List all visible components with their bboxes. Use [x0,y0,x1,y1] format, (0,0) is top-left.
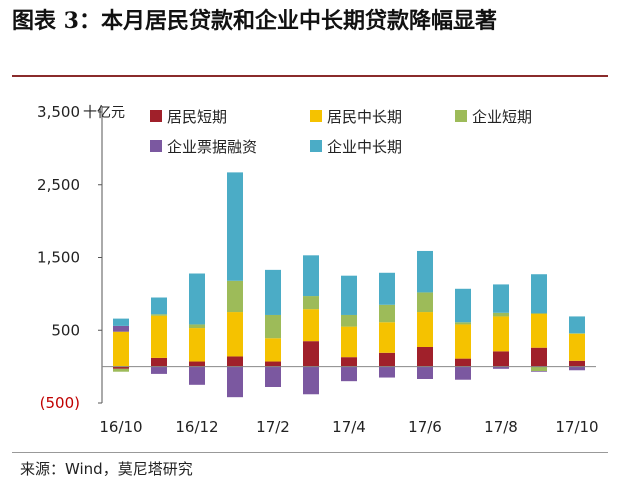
bar-segment [341,357,357,367]
bar-segment [151,315,167,358]
bar-segment [113,331,129,367]
bar-segment [417,366,433,379]
bar-segment [417,312,433,347]
x-tick-label: 16/10 [99,418,142,436]
legend-swatch [310,110,322,122]
legend-label: 企业短期 [472,108,532,126]
source-note: 来源：Wind，莫尼塔研究 [20,460,193,478]
legend-swatch [150,110,162,122]
bar-segment [569,333,585,334]
bar-segment [341,275,357,315]
chart-title: 图表 3：本月居民贷款和企业中长期贷款降幅显著 [12,8,497,34]
bar-segment [227,312,243,357]
bar-segment [113,366,129,369]
x-tick-label: 17/4 [332,418,366,436]
bar-segment [189,324,205,329]
bar-segment [303,309,319,342]
legend-label: 企业中长期 [327,138,402,156]
bar-segment [189,328,205,362]
legend-label: 居民中长期 [327,108,402,126]
bar-segment [455,324,471,359]
bar-segment [569,333,585,361]
bar-segment [303,341,319,367]
bar-segment [113,318,129,326]
x-tick-label: 17/8 [484,418,518,436]
bar-segment [113,368,129,372]
bar-segment [455,358,471,367]
bar-segment [379,304,395,323]
bar-segment [493,351,509,367]
bar-segment [151,314,167,316]
source-divider [12,452,608,453]
bar-segment [455,288,471,323]
bar-segment [151,297,167,315]
bar-segment [265,338,281,362]
bar-segment [493,312,509,317]
bar-segment [189,273,205,325]
y-tick-label: 1,500 [37,249,80,267]
y-tick-label: (500) [40,394,80,412]
bar-segment [189,366,205,385]
bar-segment [151,357,167,367]
bar-segment [379,322,395,353]
legend-label: 居民短期 [167,108,227,126]
bar-segment [265,269,281,315]
bar-segment [151,366,167,374]
bar-segment [227,356,243,367]
legend-swatch [150,140,162,152]
bar-segment [493,366,509,369]
bar-segment [303,296,319,310]
legend-swatch [455,110,467,122]
legend-label: 企业票据融资 [167,138,257,156]
y-unit-label: 十亿元 [83,105,125,121]
bar-segment [227,280,243,313]
bar-segment [379,366,395,378]
bar-segment [417,292,433,313]
bar-segment [341,314,357,327]
bar-segment [417,346,433,367]
bar-segment [455,322,471,325]
y-tick-label: 2,500 [37,176,80,194]
bar-segment [531,313,547,348]
bar-segment [227,366,243,398]
bar-segment [341,326,357,358]
legend-swatch [310,140,322,152]
x-tick-label: 17/6 [408,418,442,436]
bar-segment [189,361,205,367]
bar-segment [265,361,281,367]
bar-segment [569,366,585,371]
x-tick-label: 17/2 [256,418,290,436]
y-tick-label: 3,500 [37,103,80,121]
bar-segment [265,314,281,339]
bar-segment [493,284,509,313]
bar-segment [569,316,585,334]
bar-segment [303,255,319,297]
x-tick-label: 16/12 [175,418,218,436]
bar-segment [113,325,129,332]
x-tick-label: 17/10 [555,418,598,436]
bar-segment [341,366,357,382]
title-divider [12,75,608,77]
bar-segment [531,347,547,367]
bar-segment [493,316,509,352]
bar-segment [303,366,319,395]
bar-segment [531,370,547,372]
bar-segment [569,360,585,367]
bar-segment [531,366,547,371]
bar-segment [455,366,471,380]
bar-segment [417,250,433,293]
bar-segment [379,352,395,367]
bar-segment [531,274,547,314]
bar-segment [379,272,395,305]
bar-segment [227,172,243,281]
bar-segment [265,366,281,387]
y-tick-label: 500 [51,321,80,339]
